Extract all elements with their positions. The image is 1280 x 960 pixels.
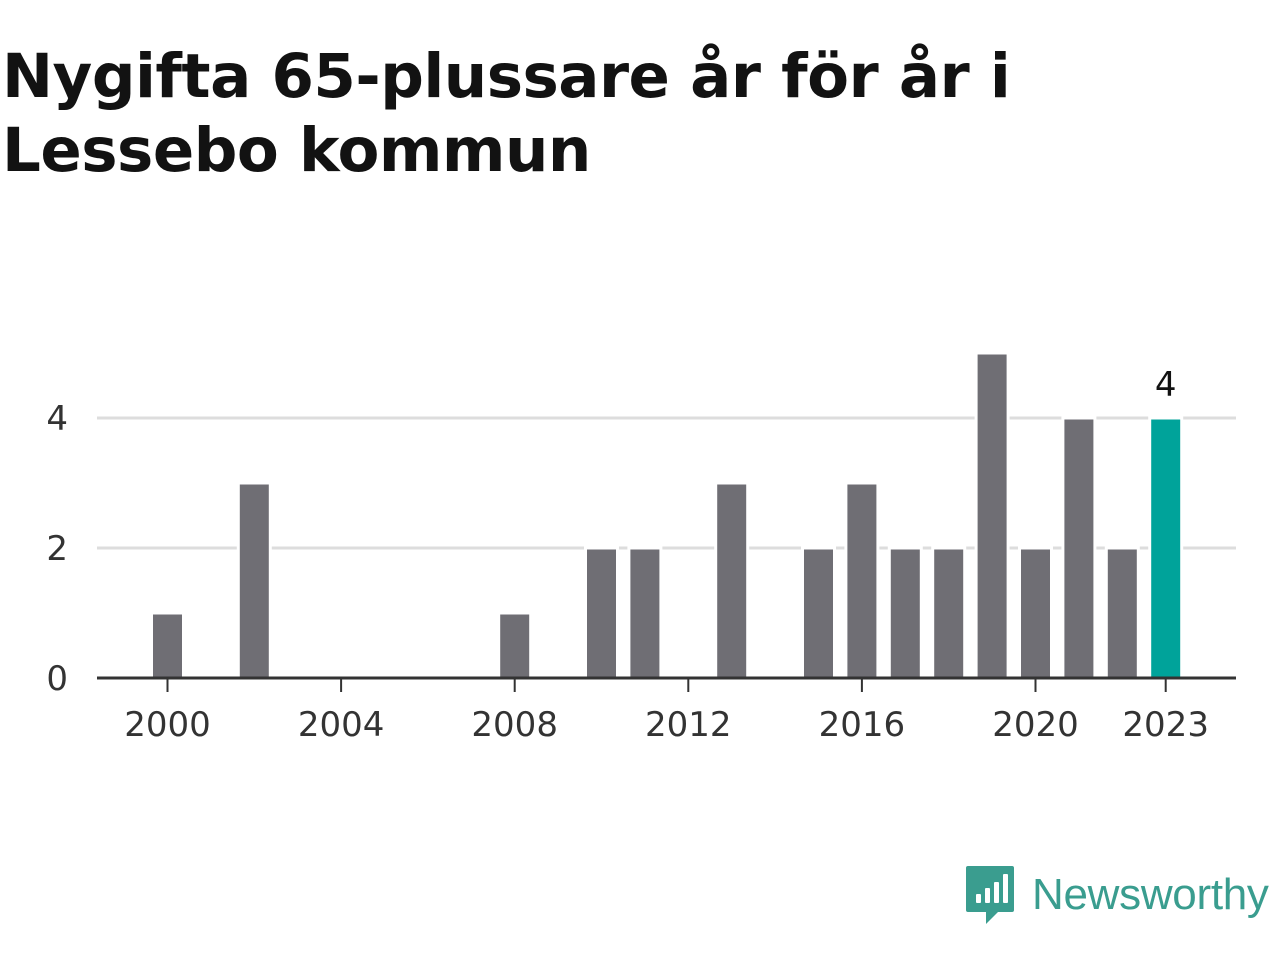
bar-2019 xyxy=(974,351,1010,680)
chart-title: Nygifta 65-plussare år för år i Lessebo … xyxy=(2,41,1011,186)
y-tick-label: 4 xyxy=(46,399,68,439)
bars xyxy=(150,351,1184,680)
x-tick-label: 2012 xyxy=(645,705,732,745)
bar-2023 xyxy=(1148,416,1184,680)
bar-2017 xyxy=(887,546,923,680)
newsworthy-logo-text: Newsworthy xyxy=(1032,870,1269,919)
newsworthy-logo: Newsworthy xyxy=(964,864,1269,926)
bar-2008 xyxy=(497,611,533,680)
bar-2000 xyxy=(150,611,185,680)
y-tick-label: 2 xyxy=(46,529,68,569)
bar-2021 xyxy=(1061,416,1097,680)
bar-2016 xyxy=(844,481,880,680)
x-tick-label: 2016 xyxy=(819,705,906,745)
bar-2018 xyxy=(931,546,967,680)
bar-2010 xyxy=(584,546,619,680)
x-tick-label: 2004 xyxy=(298,705,385,745)
bar-2002 xyxy=(236,481,272,680)
data-labels: 4 xyxy=(1155,365,1177,405)
newsworthy-logo-icon xyxy=(966,866,1014,924)
x-tick-label: 2008 xyxy=(471,705,558,745)
bar-2013 xyxy=(714,481,750,680)
data-label-2023: 4 xyxy=(1155,365,1177,405)
x-axis-labels: 2000 2004 2008 2012 2016 2020 2023 xyxy=(124,678,1209,745)
y-axis-labels: 0 2 4 xyxy=(46,399,68,699)
bar-2020 xyxy=(1018,546,1053,680)
x-tick-label: 2020 xyxy=(992,705,1079,745)
x-tick-label: 2000 xyxy=(124,705,211,745)
bar-2011 xyxy=(627,546,663,680)
x-tick-label: 2023 xyxy=(1122,705,1209,745)
y-tick-label: 0 xyxy=(46,659,68,699)
bar-2022 xyxy=(1104,546,1140,680)
bar-2015 xyxy=(801,546,836,680)
